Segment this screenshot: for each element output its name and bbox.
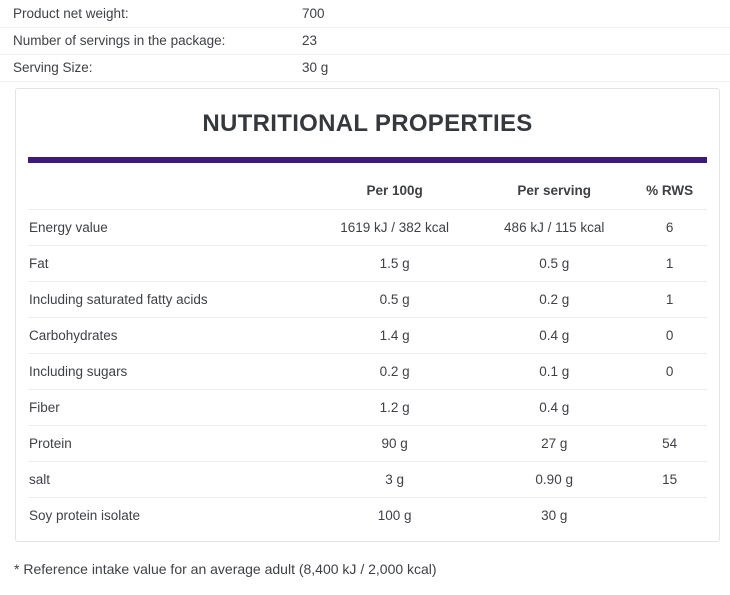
nutrient-name: Including saturated fatty acids	[28, 281, 314, 318]
nutrient-name: Energy value	[28, 209, 314, 246]
value-per-serving: 27 g	[476, 425, 633, 462]
value-per-100g: 1619 kJ / 382 kcal	[313, 209, 477, 246]
nutrition-row: Protein 90 g 27 g 54	[28, 425, 707, 462]
reference-intake-footnote: * Reference intake value for an average …	[14, 560, 437, 577]
value-per-100g: 100 g	[313, 497, 477, 534]
nutrition-row: Fiber 1.2 g 0.4 g	[28, 389, 707, 426]
product-info-label: Serving Size:	[0, 54, 302, 82]
nutrition-row: Including sugars 0.2 g 0.1 g 0	[28, 353, 707, 390]
nutrition-row: Including saturated fatty acids 0.5 g 0.…	[28, 281, 707, 318]
nutrient-name: Carbohydrates	[28, 317, 314, 354]
value-per-serving: 0.4 g	[476, 317, 633, 354]
value-per-100g: 3 g	[313, 461, 477, 498]
value-rws: 1	[632, 245, 707, 282]
product-info-row: Product net weight: 700	[0, 1, 730, 28]
value-rws	[632, 497, 707, 534]
product-info-table: Product net weight: 700 Number of servin…	[0, 1, 730, 82]
nutrition-row: Carbohydrates 1.4 g 0.4 g 0	[28, 317, 707, 354]
value-per-serving: 486 kJ / 115 kcal	[476, 209, 633, 246]
column-header-rws: % RWS	[646, 183, 694, 198]
nutrition-row: salt 3 g 0.90 g 15	[28, 461, 707, 498]
value-per-100g: 1.5 g	[313, 245, 477, 282]
product-info-row: Serving Size: 30 g	[0, 54, 730, 82]
nutrition-row: Soy protein isolate 100 g 30 g	[28, 497, 707, 534]
nutrient-name: Including sugars	[28, 353, 314, 390]
value-per-serving: 30 g	[476, 497, 633, 534]
nutrient-name: Protein	[28, 425, 314, 462]
nutrition-table-body: Energy value 1619 kJ / 382 kcal 486 kJ /…	[28, 209, 707, 534]
value-per-serving: 0.5 g	[476, 245, 633, 282]
nutrition-table: Per 100g Per serving % RWS Energy value …	[28, 163, 707, 534]
value-rws: 15	[632, 461, 707, 498]
nutrient-name: salt	[28, 461, 314, 498]
value-per-serving: 0.1 g	[476, 353, 633, 390]
value-per-100g: 0.5 g	[313, 281, 477, 318]
value-rws: 6	[632, 209, 707, 246]
value-rws: 1	[632, 281, 707, 318]
product-info-row: Number of servings in the package: 23	[0, 27, 730, 55]
product-info-table-body: Product net weight: 700 Number of servin…	[0, 1, 730, 82]
product-nutrition-section: Product net weight: 700 Number of servin…	[0, 1, 730, 577]
value-rws: 54	[632, 425, 707, 462]
nutrient-name: Fat	[28, 245, 314, 282]
value-rws: 0	[632, 317, 707, 354]
nutrition-table-header: Per 100g Per serving % RWS	[28, 163, 707, 210]
value-per-100g: 1.2 g	[313, 389, 477, 426]
column-header-per-serving: Per serving	[517, 183, 591, 198]
product-info-value: 30 g	[302, 54, 730, 82]
nutrition-row: Energy value 1619 kJ / 382 kcal 486 kJ /…	[28, 209, 707, 246]
value-rws	[632, 389, 707, 426]
nutrient-name: Fiber	[28, 389, 314, 426]
nutrition-row: Fat 1.5 g 0.5 g 1	[28, 245, 707, 282]
value-per-serving: 0.4 g	[476, 389, 633, 426]
nutrition-box: NUTRITIONAL PROPERTIES Per 100g Per serv…	[15, 88, 720, 542]
product-info-value: 700	[302, 1, 730, 28]
value-per-100g: 90 g	[313, 425, 477, 462]
product-info-label: Product net weight:	[0, 1, 302, 28]
column-header-per-100g: Per 100g	[366, 183, 423, 198]
accent-divider	[28, 157, 707, 163]
product-info-label: Number of servings in the package:	[0, 27, 302, 55]
product-info-value: 23	[302, 27, 730, 55]
value-per-100g: 1.4 g	[313, 317, 477, 354]
column-header-empty	[28, 163, 313, 210]
value-per-100g: 0.2 g	[313, 353, 477, 390]
nutrient-name: Soy protein isolate	[28, 497, 314, 534]
value-per-serving: 0.2 g	[476, 281, 633, 318]
nutrition-title: NUTRITIONAL PROPERTIES	[202, 110, 533, 137]
value-per-serving: 0.90 g	[476, 461, 633, 498]
value-rws: 0	[632, 353, 707, 390]
